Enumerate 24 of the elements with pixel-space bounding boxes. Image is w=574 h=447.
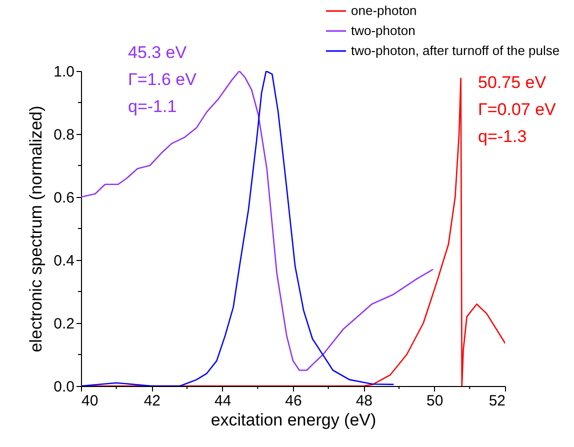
annotation: q=-1.1: [128, 97, 177, 116]
legend-label: two-photon: [351, 23, 416, 38]
y-tick-label: 0.6: [54, 190, 74, 206]
x-tick-label: 50: [426, 392, 444, 410]
y-tick-label: 0.4: [54, 252, 74, 270]
y-tick-label: 0.8: [54, 126, 74, 144]
text: 45.3 eV: [128, 43, 188, 62]
annotation: Γ=0.07 eV: [478, 100, 557, 119]
annotation: 50.75 eV: [478, 73, 547, 92]
x-tick-label: 52: [488, 392, 506, 410]
x-tick-label: 42: [144, 392, 161, 410]
legend-label: one-photon: [351, 3, 417, 18]
annotation: Γ=1.6 eV: [128, 70, 198, 89]
y-tick-label: 0.0: [54, 378, 74, 396]
y-axis-title: electronic spectrum (normalized): [26, 106, 46, 352]
x-tick-label: 40: [82, 392, 98, 410]
x-axis-title: excitation energy (eV): [210, 410, 376, 430]
y-tick-label: 1.0: [54, 64, 74, 80]
annotation: q=-1.3: [478, 127, 527, 146]
y-tick-label: 0.2: [54, 316, 74, 332]
x-tick-label: 48: [356, 392, 373, 410]
legend-label: two-photon, after turnoff of the pulse: [351, 43, 560, 58]
x-tick-label: 44: [214, 392, 232, 410]
x-tick-label: 46: [285, 392, 302, 410]
